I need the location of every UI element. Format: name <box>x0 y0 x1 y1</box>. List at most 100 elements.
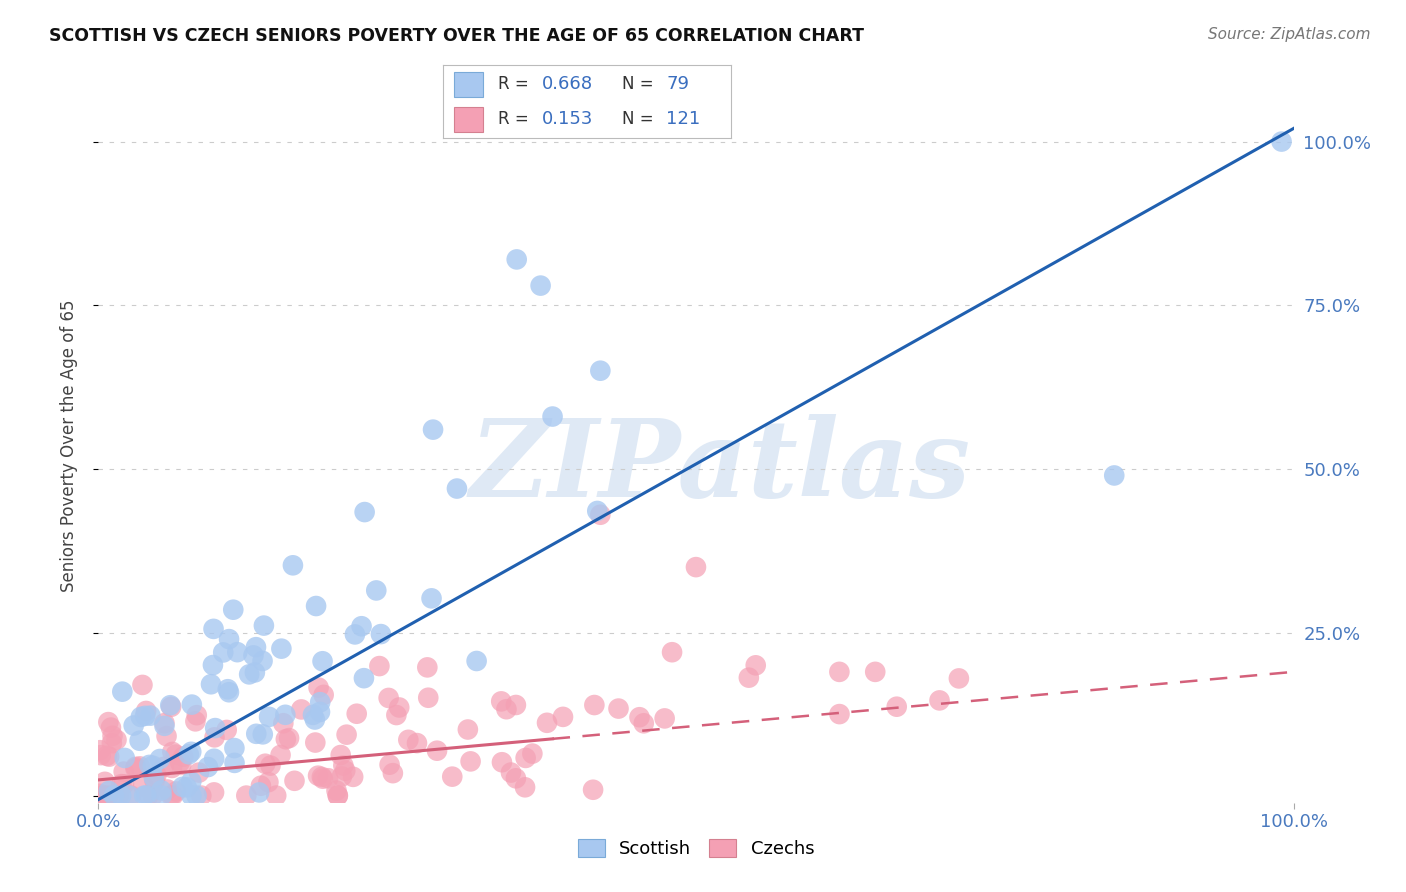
Point <box>346 706 368 721</box>
Point <box>633 716 655 731</box>
Point <box>202 785 225 799</box>
Point <box>202 622 225 636</box>
Point <box>152 760 174 774</box>
Point <box>865 665 887 679</box>
Point <box>142 789 165 803</box>
Point <box>226 645 249 659</box>
Point <box>98 749 121 764</box>
Point <box>90 748 112 763</box>
Point <box>143 773 166 788</box>
Point <box>93 789 115 803</box>
Point <box>316 771 339 785</box>
Point <box>180 745 202 759</box>
Text: N =: N = <box>621 75 654 93</box>
Point <box>186 789 208 803</box>
Point <box>366 583 388 598</box>
Point <box>582 782 605 797</box>
Point <box>273 716 295 731</box>
Point <box>370 627 392 641</box>
Point <box>202 752 225 766</box>
Point <box>172 780 194 794</box>
Point <box>607 701 630 715</box>
Point <box>243 665 266 680</box>
Point <box>495 702 517 716</box>
Text: Source: ZipAtlas.com: Source: ZipAtlas.com <box>1208 27 1371 42</box>
Point <box>97 784 120 798</box>
Point <box>308 681 330 695</box>
Point <box>118 789 141 803</box>
Point <box>307 769 329 783</box>
Point <box>124 762 146 776</box>
Point <box>184 714 207 729</box>
Point <box>828 707 851 722</box>
Point <box>330 769 353 783</box>
Text: ZIPatlas: ZIPatlas <box>470 415 970 520</box>
Point <box>165 747 187 762</box>
Point <box>162 745 184 759</box>
Point <box>420 591 443 606</box>
Point <box>326 789 349 803</box>
Point <box>247 785 270 799</box>
Point <box>217 682 239 697</box>
Point <box>224 756 246 770</box>
Point <box>465 654 488 668</box>
Point <box>304 713 326 727</box>
Point <box>101 736 124 750</box>
Point <box>150 789 173 803</box>
Text: R =: R = <box>498 110 529 128</box>
Point <box>281 558 304 573</box>
Point <box>628 710 651 724</box>
Point <box>278 731 301 745</box>
Point <box>160 789 183 803</box>
Point <box>928 693 950 707</box>
Point <box>204 721 226 735</box>
Point <box>336 728 359 742</box>
Point <box>505 698 527 712</box>
Point <box>145 768 167 782</box>
FancyBboxPatch shape <box>454 107 484 132</box>
Point <box>212 645 235 659</box>
FancyBboxPatch shape <box>454 71 484 96</box>
Point <box>215 723 238 737</box>
Point <box>377 690 399 705</box>
Point <box>506 252 529 267</box>
Point <box>124 760 146 774</box>
Text: SCOTTISH VS CZECH SENIORS POVERTY OVER THE AGE OF 65 CORRELATION CHART: SCOTTISH VS CZECH SENIORS POVERTY OVER T… <box>49 27 865 45</box>
Point <box>112 777 135 791</box>
Text: 0.668: 0.668 <box>543 75 593 93</box>
Point <box>89 743 111 757</box>
Point <box>312 688 335 702</box>
Point <box>270 641 292 656</box>
Point <box>311 770 333 784</box>
Point <box>131 678 153 692</box>
Point <box>97 789 120 803</box>
Point <box>122 718 145 732</box>
Point <box>190 789 212 803</box>
Point <box>654 711 676 725</box>
Legend: Scottish, Czechs: Scottish, Czechs <box>571 831 821 865</box>
Point <box>222 603 245 617</box>
Point <box>745 658 768 673</box>
Point <box>169 755 191 769</box>
Point <box>224 741 246 756</box>
Point <box>235 789 257 803</box>
Point <box>128 733 150 747</box>
Point <box>426 744 449 758</box>
Point <box>180 774 202 789</box>
Text: R =: R = <box>498 75 529 93</box>
Point <box>416 660 439 674</box>
Point <box>530 278 553 293</box>
Text: 121: 121 <box>666 110 700 128</box>
Point <box>218 632 240 646</box>
Point <box>304 735 326 749</box>
Point <box>201 658 224 673</box>
Point <box>264 789 287 803</box>
Point <box>381 766 404 780</box>
Point <box>515 751 537 765</box>
Point <box>343 627 366 641</box>
Point <box>661 645 683 659</box>
Point <box>457 723 479 737</box>
Point <box>257 775 280 789</box>
Point <box>385 708 408 723</box>
Point <box>89 787 111 801</box>
